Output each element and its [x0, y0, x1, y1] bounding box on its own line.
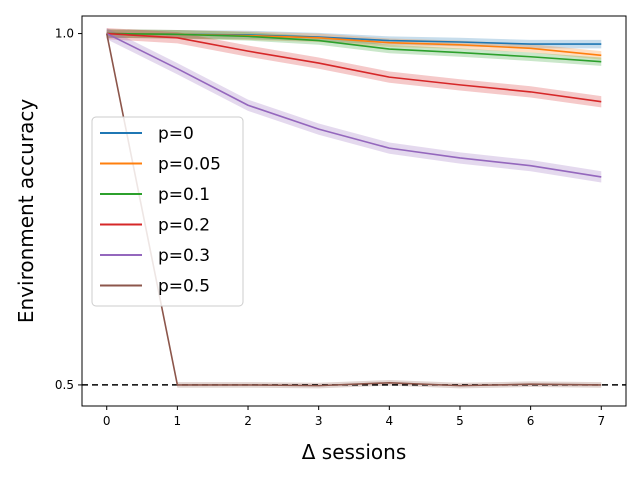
legend-label-2: p=0.1 [158, 185, 210, 205]
x-tick-label-1: 1 [174, 414, 182, 428]
x-axis-label: Δ sessions [302, 440, 407, 464]
series-line-3 [106, 32, 602, 103]
legend-label-3: p=0.2 [158, 216, 210, 236]
legend-label-0: p=0 [158, 124, 194, 144]
series-line-5 [105, 33, 602, 387]
band-series-2 [106, 29, 602, 66]
legend-label-1: p=0.05 [158, 155, 221, 175]
series-lines [105, 32, 602, 387]
series-line-4 [106, 32, 602, 178]
y-axis-ticks: 1.0 0.5 [55, 27, 82, 392]
legend-label-4: p=0.3 [158, 246, 210, 266]
x-axis-ticks: 0 1 2 3 4 5 6 7 [103, 406, 605, 428]
x-tick-label-0: 0 [103, 414, 111, 428]
y-axis-label: Environment accuracy [14, 99, 38, 323]
x-tick-label-2: 2 [244, 414, 252, 428]
y-tick-label-0: 1.0 [55, 27, 74, 41]
legend-label-5: p=0.5 [158, 277, 210, 297]
x-tick-label-6: 6 [527, 414, 535, 428]
plot-frame [81, 15, 627, 407]
y-tick-label-1: 0.5 [55, 378, 74, 392]
legend: p=0 p=0.05 p=0.1 p=0.2 p=0.3 p=0.5 [91, 116, 244, 307]
x-tick-label-7: 7 [597, 414, 605, 428]
x-tick-label-3: 3 [315, 414, 323, 428]
x-tick-label-5: 5 [456, 414, 464, 428]
series-line-2 [106, 32, 602, 63]
x-tick-label-4: 4 [386, 414, 394, 428]
band-series-4 [106, 27, 602, 183]
